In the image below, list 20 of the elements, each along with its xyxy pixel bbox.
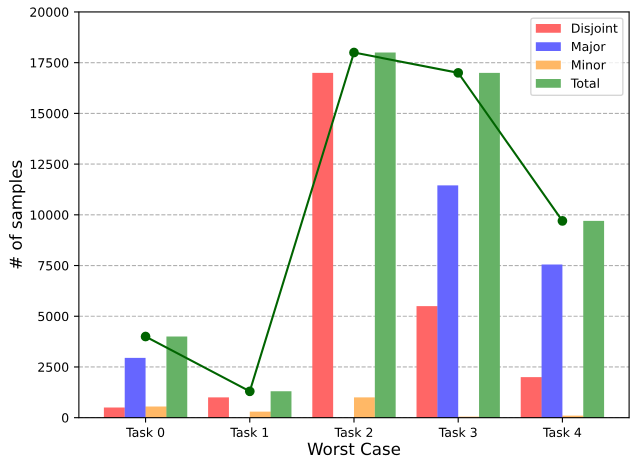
y-axis-title: # of samples — [9, 160, 26, 268]
legend-label: Major — [572, 42, 606, 54]
x-tick-label: Task 3 — [438, 427, 477, 438]
y-tick-label: 7500 — [38, 261, 68, 270]
legend-label: Minor — [572, 60, 606, 70]
x-tick-label: Task 1 — [230, 427, 268, 438]
legend-label: Disjoint — [572, 23, 618, 36]
y-tick-label: 12500 — [30, 160, 68, 170]
y-tick-label: 10000 — [30, 210, 68, 220]
y-tick-label: 20000 — [30, 7, 68, 17]
x-tick-label: Task 0 — [126, 427, 164, 438]
y-tick-label: 5000 — [38, 312, 68, 322]
x-tick-label: Task 4 — [542, 427, 582, 438]
x-axis-title: Worst Case — [308, 442, 400, 456]
y-tick-label: 2500 — [38, 362, 68, 372]
legend-label: Total — [570, 78, 599, 88]
y-tick-label: 15000 — [30, 108, 68, 118]
y-tick-label: 17500 — [30, 58, 68, 68]
x-tick-label: Task 2 — [334, 427, 372, 438]
y-tick-label: 0 — [62, 413, 68, 423]
